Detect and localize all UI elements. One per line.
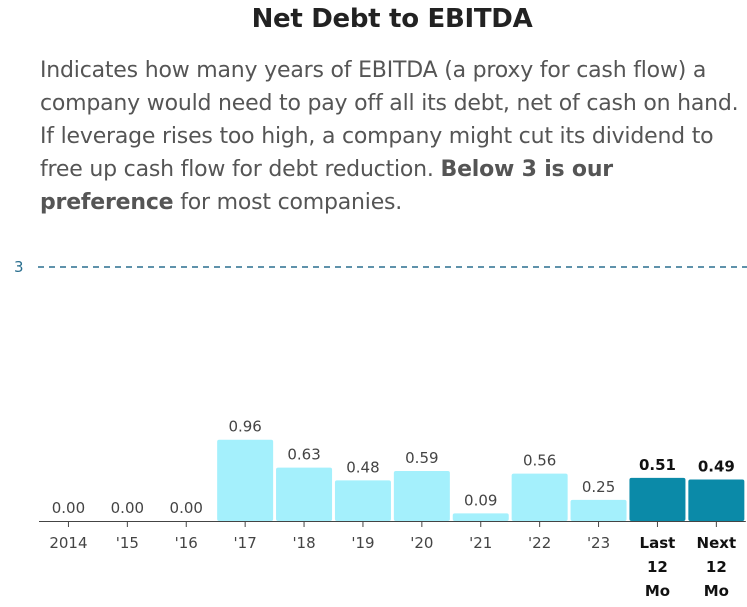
x-tick-label: '22 (528, 534, 551, 552)
bar[interactable] (276, 467, 333, 521)
x-tick-label: '15 (116, 534, 139, 552)
data-label: 0.25 (582, 478, 615, 496)
data-label: 0.96 (228, 418, 261, 436)
bar[interactable] (393, 471, 450, 521)
x-tick-label: '21 (469, 534, 492, 552)
data-label: 0.09 (464, 491, 497, 509)
data-label: 0.00 (111, 499, 144, 517)
bars-group (217, 439, 745, 521)
description-emphasis: Below 3 is our preference (40, 157, 613, 215)
bar[interactable] (217, 439, 274, 521)
bar[interactable] (688, 479, 745, 521)
chart-description: Indicates how many years of EBITDA (a pr… (40, 54, 740, 219)
x-axis: 2014 '15 '16 '17 '18 '19 '20 '21 '22 '23 Last 12 Mo N… (39, 521, 746, 600)
value-labels-group: 0.00 0.00 0.00 0.96 0.63 0.48 0.59 0.09 0.56 0.25… (52, 418, 735, 517)
x-tick-label: '23 (587, 534, 610, 552)
bar[interactable] (570, 499, 627, 521)
data-label: 0.63 (287, 446, 320, 464)
x-tick-label: '18 (292, 534, 315, 552)
bar[interactable] (511, 473, 568, 521)
description-text: Indicates how many years of EBITDA (a pr… (40, 58, 739, 182)
x-tick-label: Next 12 Mo (697, 534, 737, 600)
data-label: 0.00 (170, 499, 203, 517)
data-label: 0.56 (523, 452, 556, 470)
x-tick-label: '17 (234, 534, 257, 552)
data-label: 0.49 (698, 458, 735, 476)
bar[interactable] (452, 513, 509, 521)
x-tick-label: '19 (351, 534, 374, 552)
x-tick-label: '20 (410, 534, 433, 552)
x-tick-label: Last 12 Mo (640, 534, 676, 600)
x-tick-label: '16 (175, 534, 198, 552)
data-label: 0.51 (639, 456, 676, 474)
chart-title: Net Debt to EBITDA (251, 4, 533, 34)
reference-line-label: 3 (14, 258, 24, 276)
x-tick-label: 2014 (49, 534, 87, 552)
reference-line-group: 3 (14, 258, 747, 276)
bar[interactable] (629, 477, 686, 521)
bar[interactable] (334, 480, 391, 521)
data-label: 0.48 (346, 458, 379, 476)
data-label: 0.00 (52, 499, 85, 517)
description-text-end: for most companies. (180, 190, 403, 215)
data-label: 0.59 (405, 449, 438, 467)
